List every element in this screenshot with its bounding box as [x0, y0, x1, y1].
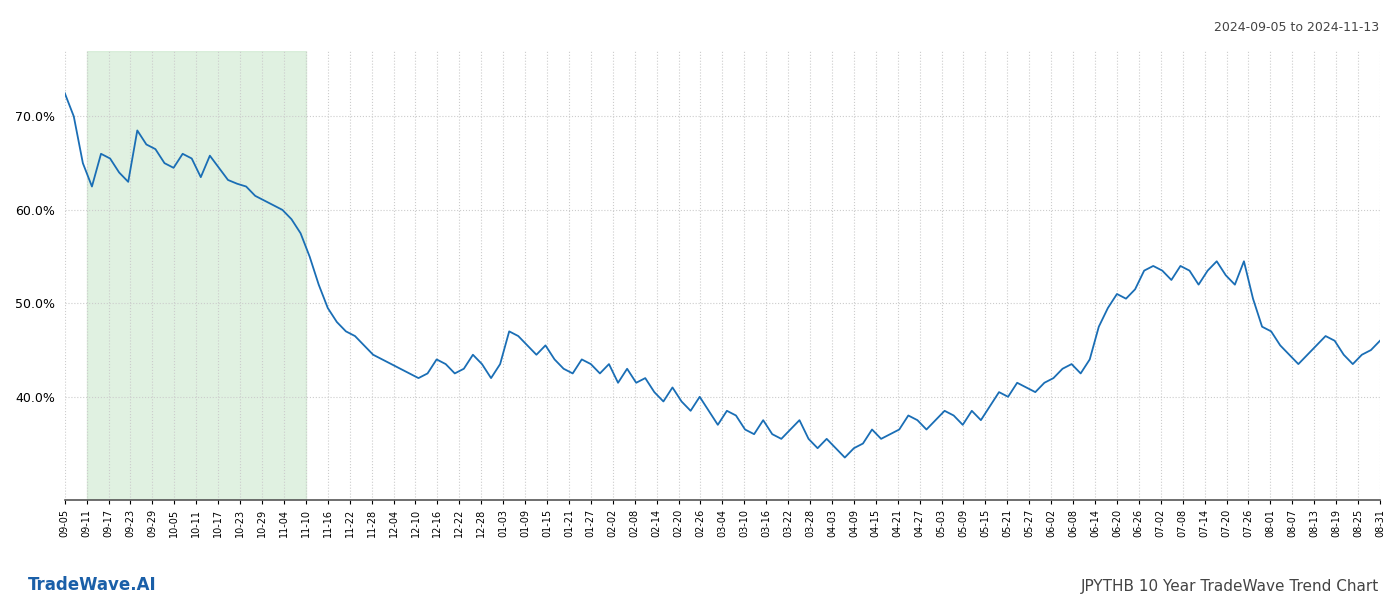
Text: TradeWave.AI: TradeWave.AI: [28, 576, 157, 594]
Text: JPYTHB 10 Year TradeWave Trend Chart: JPYTHB 10 Year TradeWave Trend Chart: [1081, 579, 1379, 594]
Text: 2024-09-05 to 2024-11-13: 2024-09-05 to 2024-11-13: [1214, 21, 1379, 34]
Bar: [87, 51, 305, 500]
